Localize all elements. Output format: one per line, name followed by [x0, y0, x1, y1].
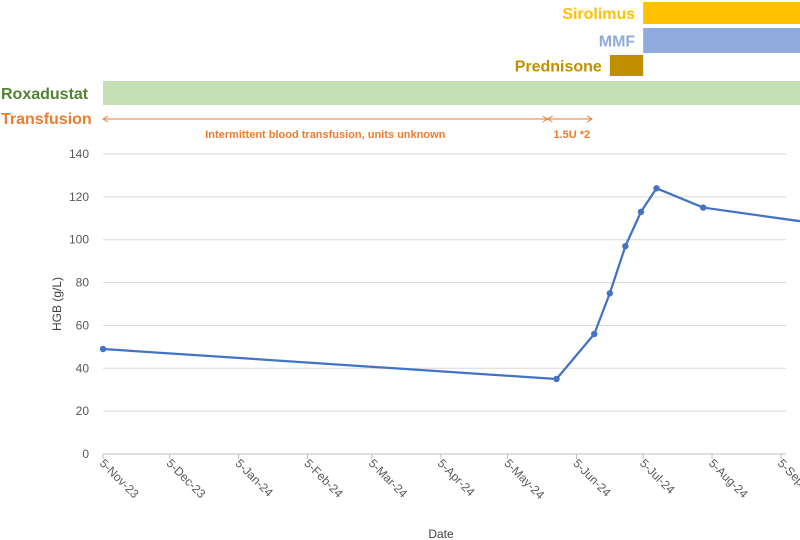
axes: 0 20 40 60 80 100 120 140 5-Nov-23 5-Dec-23 5-Jan-… — [69, 147, 800, 502]
x-tick-label: 5-Apr-24 — [435, 456, 478, 499]
hgb-point — [637, 208, 645, 216]
x-tick-label: 5-Jul-24 — [637, 456, 678, 497]
x-tick-label: 5-Mar-24 — [366, 456, 411, 501]
x-tick-label: 5-Dec-23 — [164, 456, 209, 501]
y-tick-label: 100 — [69, 233, 89, 247]
hgb-point — [653, 185, 660, 192]
mmf-bar — [643, 28, 800, 53]
hgb-point — [606, 290, 614, 297]
transfusion-timeline: Transfusion Intermittent blood transfusio… — [1, 111, 594, 141]
x-tick-label: 5-Aug-24 — [706, 456, 751, 501]
roxadustat-bar — [103, 81, 800, 105]
transfusion-arrowhead — [586, 115, 594, 123]
transfusion-annotation: Intermittent blood transfusion, units un… — [205, 129, 445, 141]
prednisone-label: Prednisone — [515, 59, 602, 76]
prednisone-bar — [609, 55, 644, 76]
transfusion-arrowhead — [102, 115, 109, 123]
mmf-label: MMF — [599, 34, 636, 51]
sirolimus-bar — [643, 2, 800, 24]
hgb-line — [102, 187, 800, 381]
sirolimus-label: Sirolimus — [562, 6, 635, 23]
y-tick-label: 120 — [69, 190, 89, 204]
y-tick-label: 0 — [82, 447, 89, 461]
transfusion-annotation: 1.5U *2 — [553, 129, 590, 141]
x-tick-label: 5-Nov-23 — [97, 456, 142, 501]
y-tick-label: 20 — [76, 404, 90, 418]
hgb-point — [591, 330, 598, 338]
treatment-bars: Sirolimus MMF Prednisone Roxadustat — [1, 2, 800, 105]
x-axis-title: Date — [428, 527, 454, 540]
roxadustat-label: Roxadustat — [1, 86, 89, 103]
hgb-series — [99, 185, 800, 383]
hgb-point — [553, 375, 560, 383]
hgb-point — [99, 345, 107, 353]
y-tick-label: 140 — [69, 147, 89, 161]
x-tick-label: 5-Jan-24 — [232, 456, 276, 500]
x-tick-label: 5-Sep-24 — [775, 456, 800, 501]
y-tick-label: 60 — [76, 318, 90, 332]
x-tick-label: 5-Feb-24 — [301, 456, 346, 501]
y-axis-title: HGB (g/L) — [50, 277, 64, 331]
y-tick-label: 80 — [76, 276, 90, 290]
transfusion-label: Transfusion — [1, 111, 92, 128]
hgb-point — [699, 204, 707, 211]
y-tick-label: 40 — [76, 361, 90, 375]
gridlines — [103, 153, 786, 412]
x-tick-label: 5-May-24 — [501, 456, 547, 502]
transfusion-arrowhead — [546, 115, 553, 123]
hgb-point — [622, 242, 629, 250]
x-tick-label: 5-Jun-24 — [570, 456, 614, 500]
